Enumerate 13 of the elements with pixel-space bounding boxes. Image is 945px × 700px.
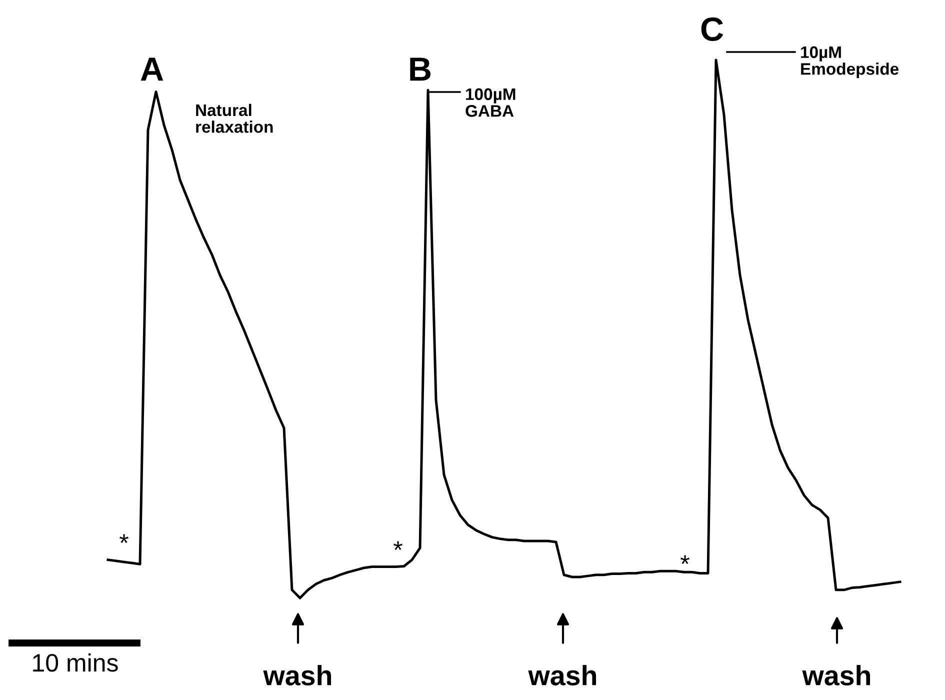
annotation: B [410, 58, 431, 81]
text: wash [528, 665, 596, 686]
annotation: 10µM Emodepside [801, 46, 899, 78]
annotation: Natural relaxation [196, 104, 273, 133]
text: 10 mins [33, 653, 118, 672]
text: wash [263, 665, 332, 686]
annotation: * [394, 541, 402, 550]
annotation: A [140, 58, 164, 81]
annotation: * [680, 555, 690, 564]
text: wash [802, 665, 870, 686]
text: C [701, 17, 724, 41]
annotation: 100µM GABA [466, 88, 516, 117]
annotation: * [120, 534, 128, 544]
